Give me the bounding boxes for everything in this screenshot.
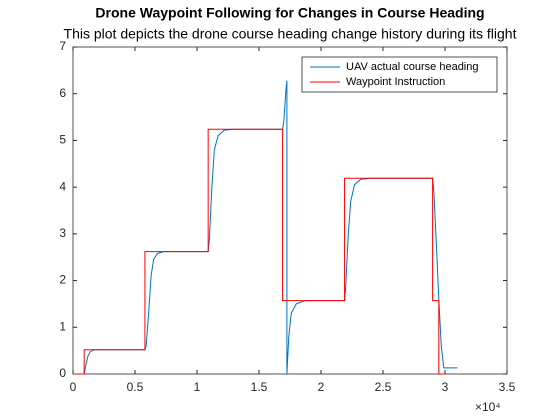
- x-tick-label: 3.5: [499, 380, 516, 394]
- y-tick-label: 5: [59, 133, 66, 147]
- legend-label: UAV actual course heading: [346, 61, 479, 73]
- y-tick-label: 2: [59, 273, 66, 287]
- x-tick-label: 0.5: [127, 380, 144, 394]
- y-tick-label: 6: [59, 86, 66, 100]
- x-tick-label: 1: [194, 380, 201, 394]
- legend-box: [301, 56, 498, 93]
- y-tick-label: 3: [59, 226, 66, 240]
- x-tick-label: 3: [442, 380, 449, 394]
- legend-label: Waypoint Instruction: [346, 76, 445, 88]
- y-tick-label: 7: [59, 39, 66, 53]
- x-tick-label: 2.5: [375, 380, 392, 394]
- y-tick-label: 1: [59, 319, 66, 333]
- y-tick-label: 0: [59, 366, 66, 380]
- chart-title: Drone Waypoint Following for Changes in …: [95, 5, 484, 21]
- x-multiplier: ×10⁴: [475, 400, 501, 414]
- chart-subtitle: This plot depicts the drone course headi…: [64, 26, 517, 42]
- series-line: [73, 128, 445, 375]
- x-tick-label: 2: [318, 380, 325, 394]
- x-tick-label: 0: [70, 380, 77, 394]
- y-tick-label: 4: [59, 179, 66, 193]
- x-tick-label: 1.5: [251, 380, 268, 394]
